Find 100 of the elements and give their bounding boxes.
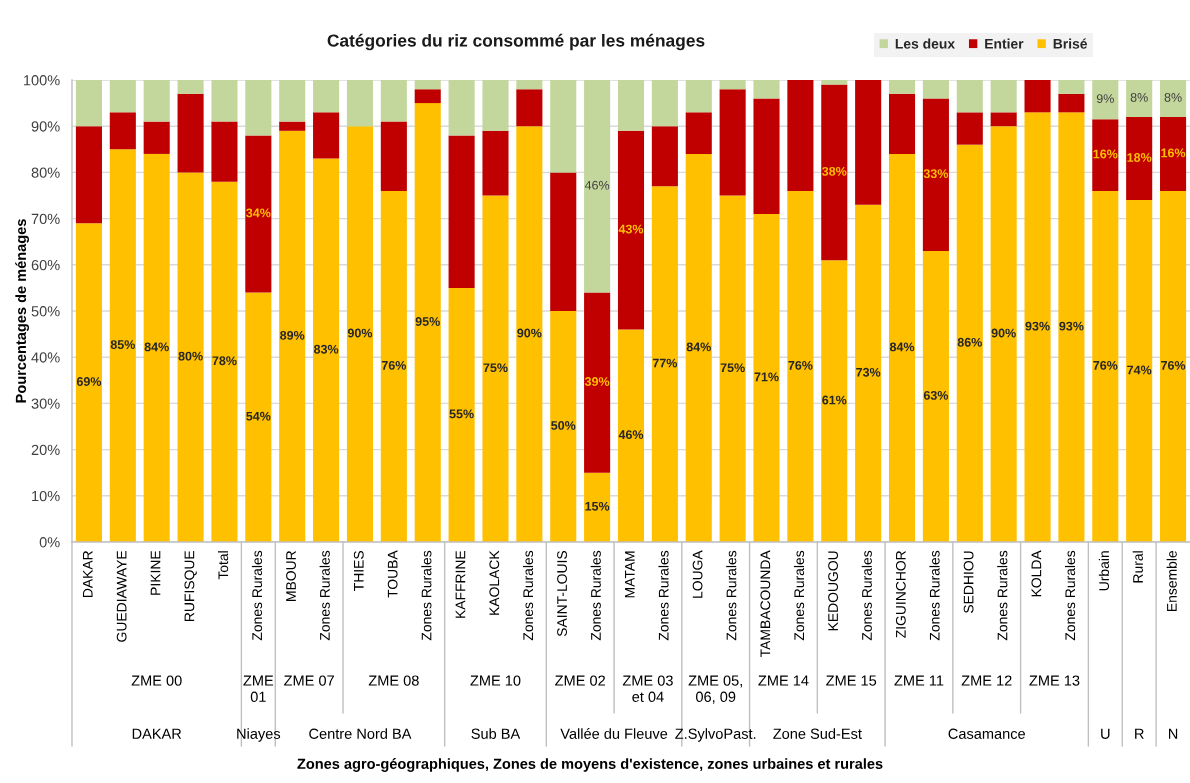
bar [75,126,102,224]
text: Centre Nord BA [309,728,412,739]
x-tick-label: Zones Rurales [319,550,330,641]
data-label: 89% [280,330,305,340]
bar [753,80,780,99]
data-label: 93% [1059,321,1084,331]
x-tick-label: Zones Rurales [522,550,534,641]
bar [719,195,746,542]
bar [109,80,136,113]
bar [821,260,848,542]
bar [1058,112,1085,542]
text: DAKAR [132,728,182,739]
text: ZME 05, 06, 09 [688,675,742,704]
data-label: 18% [1127,153,1152,162]
text: ZME 08 [368,675,419,686]
bar [448,287,475,542]
bar [1092,190,1119,542]
data-label: 55% [449,409,474,419]
x-tick-label: SEDHIOU [963,551,974,613]
data-label: 95% [415,317,440,326]
x-tick-label: KOLDA [1031,550,1042,597]
x-tick-label: Zones Rurales [997,550,1008,641]
data-label: 90% [517,328,542,338]
bar [75,80,102,127]
bar [279,80,306,122]
text: ZME 00 [131,675,182,686]
bar [787,190,814,542]
bar [1024,112,1051,542]
data-label: 93% [1025,321,1050,331]
legend-label: Brisé [1053,38,1088,49]
data-label: 84% [686,342,711,352]
y-tick-label: 100% [24,75,60,86]
data-label: 34% [246,208,271,218]
bar [990,80,1017,113]
x-tick-label: RUFISQUE [184,550,197,621]
x-tick-label: SAINT-LOUIS [557,550,567,637]
bar [380,80,407,122]
data-label: 54% [246,411,271,421]
y-tick-label: 0% [39,537,60,548]
bar [211,181,238,542]
y-tick-label: 10% [32,490,60,502]
data-label: 16% [1161,148,1186,158]
bar [516,126,543,542]
bar [1160,80,1187,117]
text: Z.SylvoPast. [675,728,756,742]
bar [177,172,204,542]
bar [719,80,746,90]
data-label: 38% [822,166,847,176]
bar [719,89,746,196]
data-label: 8% [1130,92,1148,102]
bar [1092,119,1119,191]
bar [990,112,1017,127]
bar [143,153,170,542]
bar [313,80,340,113]
bar [821,80,848,85]
bar [75,223,102,542]
bar [584,472,611,542]
data-label: 71% [754,372,779,382]
x-tick-label: Zones Rurales [929,550,940,641]
data-label: 9% [1096,94,1114,103]
bar [617,130,645,330]
bar [279,130,306,542]
x-tick-label: KAFFRINE [455,550,466,618]
x-tick-label: Total [217,551,229,580]
text: ZME 07 [284,675,334,686]
bar [651,126,678,187]
bar [617,329,645,542]
bar [888,80,916,94]
bar [787,80,814,191]
y-tick-label: 90% [31,121,60,132]
x-tick-label: Zones Rurales [726,550,737,641]
x-tick-label: LOUGA [692,550,703,598]
x-tick-label: DAKAR [82,550,93,598]
text: ZME 11 [894,675,944,686]
bar [888,153,916,542]
text: U [1101,728,1110,739]
x-tick-label: Zones Rurales [1064,550,1076,641]
data-label: 15% [585,501,610,511]
x-tick-label: Zones Rurales [861,550,872,641]
data-label: 69% [76,377,102,386]
x-tick-label: MBOUR [286,550,296,601]
y-axis-title: Pourcentages de ménages [15,219,29,403]
text: Niayes [237,728,281,742]
data-label: 8% [1164,92,1182,102]
x-tick-label: Zones Rurales [251,550,263,641]
y-tick-label: 50% [31,306,60,317]
text: Vallée du Fleuve [560,728,668,739]
x-tick-label: Zones Rurales [658,550,669,641]
bar [1160,190,1187,542]
x-tick-label: TAMBACOUNDA [760,550,771,658]
data-label: 73% [856,367,881,377]
text: ZME 01 [243,675,274,702]
bar [1126,116,1153,201]
bar [380,121,407,191]
bar [753,213,780,542]
x-tick-label: KEDOUGOU [828,551,838,631]
data-label: 63% [923,390,949,400]
x-tick-label: ZIGUINCHOR [895,550,906,638]
data-label: 84% [889,342,915,352]
bar [109,112,136,150]
